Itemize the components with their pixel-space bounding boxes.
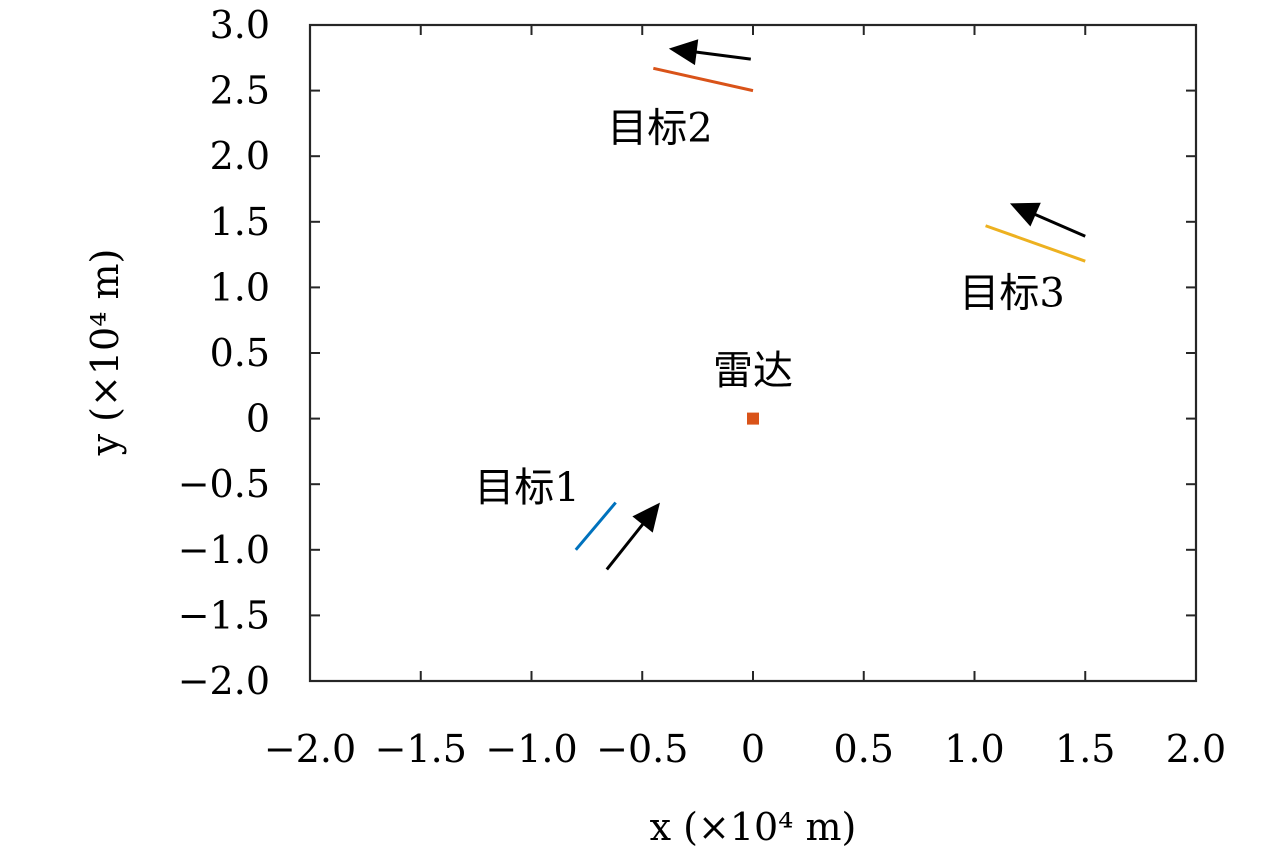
arrow-head — [632, 502, 660, 533]
y-tick-label: −2.0 — [178, 659, 270, 703]
arrow-shaft — [694, 50, 751, 61]
y-tick-label: 1.0 — [210, 265, 270, 309]
series-line — [985, 224, 1086, 263]
x-tick-label: 1.0 — [944, 727, 1004, 771]
annotations: 目标1 目标2 目标3 雷达 — [474, 105, 1065, 510]
tick-labels: −2.0 −1.5 −1.0 −0.5 0 0.5 1.0 1.5 2.0 3.0 2.5 2.0 1.… — [178, 3, 1227, 771]
series-line — [574, 501, 617, 551]
axis-ticks — [309, 24, 1197, 682]
x-tick-label: 0 — [741, 727, 765, 771]
annotation-label: 目标1 — [474, 465, 579, 511]
y-tick-label: 0 — [246, 397, 270, 441]
x-tick-label: 0.5 — [834, 727, 894, 771]
radar-marker — [747, 412, 759, 425]
points — [747, 412, 759, 425]
x-axis-label: x (×10⁴ m) — [650, 805, 857, 849]
annotation-label: 目标3 — [959, 271, 1064, 317]
arrow-shaft — [1033, 212, 1086, 238]
y-tick-label: 2.5 — [210, 69, 270, 113]
y-tick-label: 3.0 — [210, 3, 270, 47]
y-tick-label: −1.0 — [178, 528, 270, 572]
y-tick-label: −1.5 — [178, 593, 270, 637]
y-tick-label: 1.5 — [210, 200, 270, 244]
y-tick-label: −0.5 — [178, 462, 270, 506]
x-tick-label: 2.0 — [1166, 727, 1226, 771]
arrows — [605, 39, 1086, 571]
x-tick-label: 1.5 — [1055, 727, 1115, 771]
y-tick-label: 0.5 — [210, 331, 270, 375]
arrow-head — [1009, 202, 1041, 227]
annotation-label: 雷达 — [713, 348, 793, 394]
arrow-head — [668, 39, 699, 66]
x-tick-label: −1.5 — [375, 727, 467, 771]
y-tick-label: 2.0 — [210, 134, 270, 178]
series-lines — [574, 66, 1086, 551]
x-tick-label: −1.0 — [485, 727, 577, 771]
series-line — [652, 66, 754, 93]
y-axis-label: y (×10⁴ m) — [83, 249, 127, 457]
arrow-shaft — [605, 521, 645, 571]
x-tick-label: −2.0 — [264, 727, 356, 771]
x-tick-label: −0.5 — [596, 727, 688, 771]
annotation-label: 目标2 — [607, 105, 712, 151]
